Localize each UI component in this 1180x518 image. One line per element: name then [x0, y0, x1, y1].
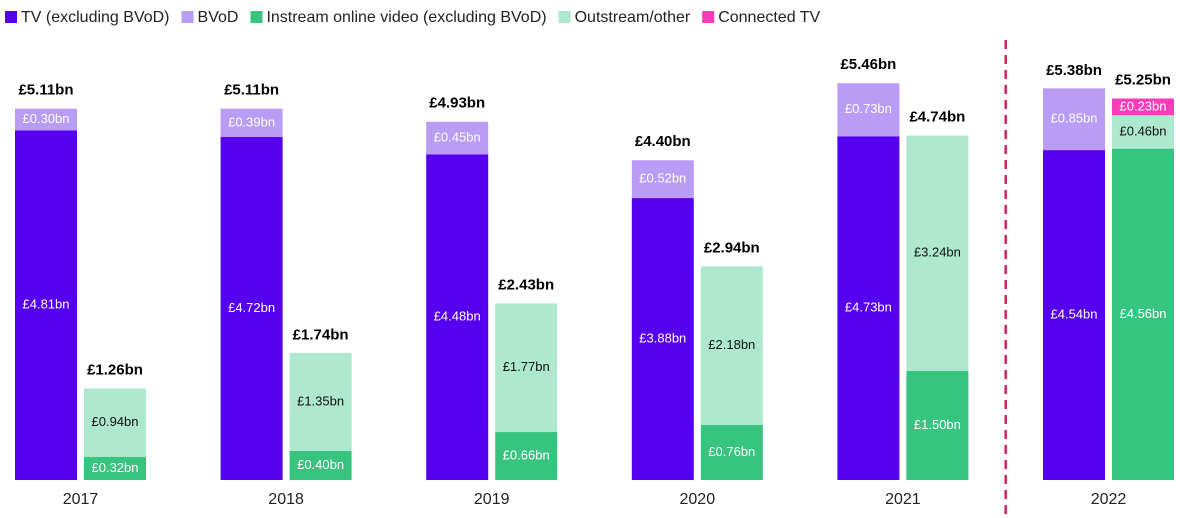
- segment-label: £1.50bn: [914, 417, 961, 432]
- bar-segment: [84, 456, 146, 480]
- segment-label: £4.73bn: [845, 300, 892, 315]
- bar-segment: [906, 371, 969, 480]
- segment-label: £4.54bn: [1051, 306, 1098, 321]
- total-label: £5.11bn: [18, 82, 73, 99]
- segment-label: £3.24bn: [914, 245, 961, 260]
- bar-segment: [495, 432, 558, 480]
- x-tick-label: 2019: [474, 491, 510, 508]
- segment-label: £0.39bn: [228, 114, 275, 129]
- segment-label: £0.94bn: [92, 414, 139, 429]
- legend-swatch: [558, 11, 571, 23]
- legend-swatch: [702, 11, 715, 23]
- segment-label: £0.73bn: [845, 101, 892, 116]
- segment-label: £4.56bn: [1120, 306, 1167, 321]
- bar-segment: [289, 450, 352, 480]
- x-tick-label: 2017: [63, 491, 99, 508]
- x-tick-label: 2020: [680, 491, 716, 508]
- bar-segment: [631, 198, 694, 480]
- total-label: £5.11bn: [224, 82, 279, 99]
- x-tick-label: 2018: [268, 491, 304, 508]
- bar-segment: [1043, 88, 1105, 151]
- bar-segment: [220, 137, 283, 480]
- bar-segment: [1112, 98, 1174, 116]
- segment-label: £4.72bn: [228, 300, 275, 315]
- segment-label: £0.52bn: [639, 171, 686, 186]
- segment-label: £3.88bn: [639, 330, 686, 345]
- total-label: £4.40bn: [635, 133, 691, 150]
- bar-segment: [631, 160, 694, 199]
- total-label: £5.38bn: [1046, 62, 1102, 79]
- legend-swatch: [250, 11, 263, 23]
- segment-label: £0.30bn: [23, 111, 70, 126]
- segment-label: £4.81bn: [23, 297, 70, 312]
- legend-swatch: [181, 11, 194, 23]
- total-label: £5.25bn: [1115, 71, 1171, 88]
- bar-segment: [426, 121, 489, 155]
- total-label: £4.93bn: [429, 95, 485, 112]
- total-label: £4.74bn: [909, 109, 965, 126]
- bar-segment: [1043, 150, 1105, 481]
- bar-segment: [837, 136, 900, 480]
- x-tick-label: 2022: [1091, 491, 1127, 508]
- total-label: £5.46bn: [840, 56, 896, 73]
- bar-segment: [220, 108, 283, 138]
- bar-segment: [15, 108, 77, 131]
- segment-label: £0.23bn: [1120, 98, 1167, 113]
- bar-segment: [700, 266, 763, 425]
- segment-label: £0.46bn: [1120, 123, 1167, 138]
- bar-segment: [15, 130, 77, 480]
- legend-label: TV (excluding BVoD): [21, 9, 170, 26]
- segment-label: £0.85bn: [1051, 111, 1098, 126]
- segment-label: £1.77bn: [503, 359, 550, 374]
- legend-label: Connected TV: [718, 9, 820, 26]
- legend-swatch: [5, 11, 17, 23]
- bar-segment: [837, 83, 900, 137]
- segment-label: £2.18bn: [708, 337, 755, 352]
- segment-label: £0.32bn: [92, 460, 139, 475]
- bar-segment: [1112, 148, 1174, 480]
- bar-segment: [426, 154, 489, 480]
- segment-label: £0.40bn: [297, 457, 344, 472]
- bar-segment: [495, 303, 558, 433]
- total-label: £2.43bn: [498, 276, 554, 293]
- bar-segment: [289, 352, 352, 451]
- bar-segment: [84, 388, 146, 457]
- legend-label: Instream online video (excluding BVoD): [266, 9, 546, 26]
- total-label: £2.94bn: [704, 239, 760, 256]
- bar-segment: [906, 135, 969, 371]
- segment-label: £0.66bn: [503, 447, 550, 462]
- segment-label: £0.76bn: [708, 444, 755, 459]
- total-label: £1.74bn: [293, 327, 349, 344]
- bar-segment: [700, 424, 763, 480]
- bar-segment: [1112, 115, 1174, 149]
- legend-label: Outstream/other: [575, 9, 691, 26]
- segment-label: £4.48bn: [434, 309, 481, 324]
- legend-label: BVoD: [198, 9, 239, 26]
- segment-label: £0.45bn: [434, 130, 481, 145]
- segment-label: £1.35bn: [297, 393, 344, 408]
- total-label: £1.26bn: [87, 361, 143, 378]
- x-tick-label: 2021: [885, 491, 921, 508]
